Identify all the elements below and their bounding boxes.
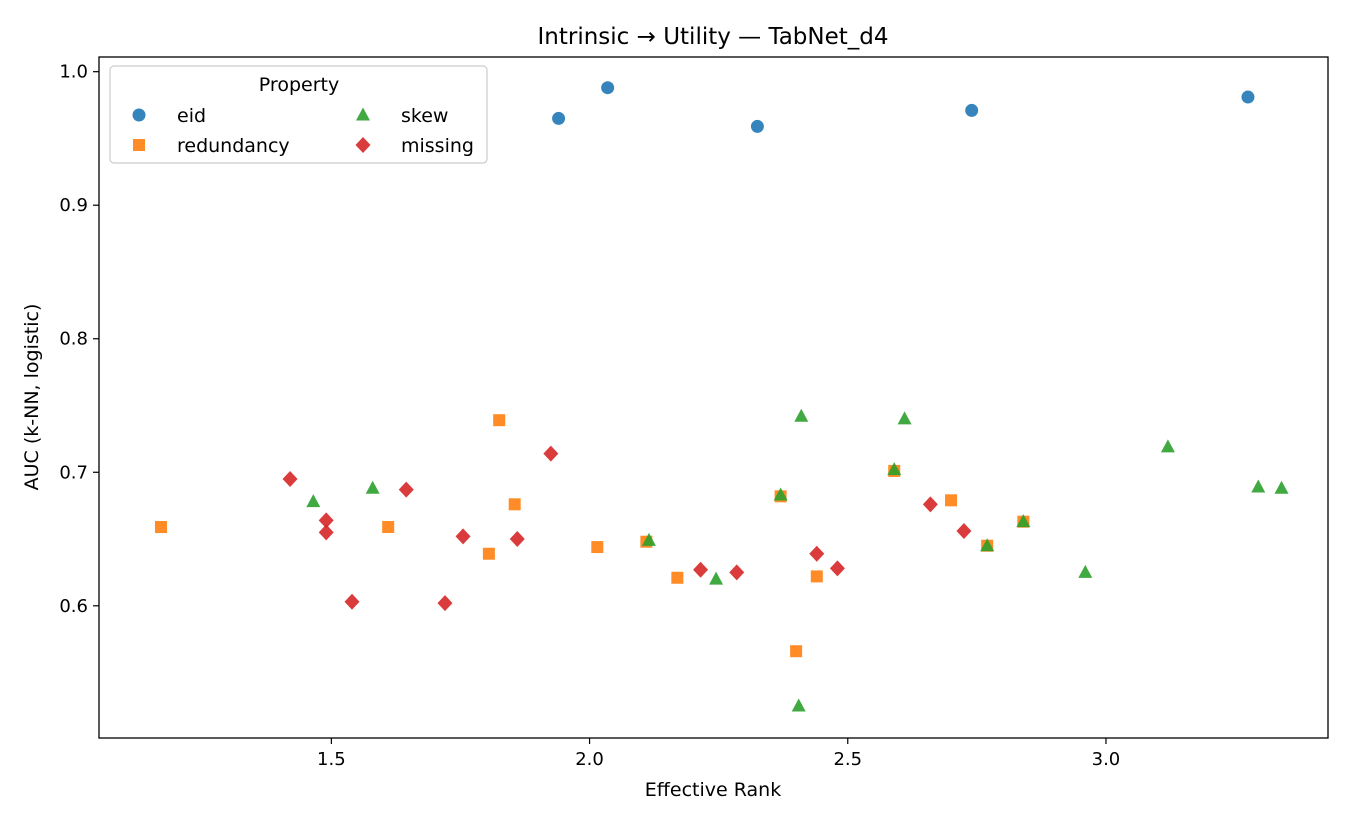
series-skew — [306, 408, 1289, 712]
missing-point — [344, 593, 360, 610]
eid-point — [1241, 90, 1255, 104]
missing-point — [829, 560, 845, 577]
legend-title: Property — [259, 74, 339, 96]
redundancy-point — [154, 521, 167, 534]
redundancy-point — [493, 414, 506, 427]
redundancy-point — [671, 571, 684, 584]
missing-point — [455, 528, 471, 545]
plot-marks — [154, 81, 1289, 712]
skew-point — [1251, 479, 1266, 493]
y-axis: 0.6 0.7 0.8 0.9 1.0 — [59, 62, 99, 617]
legend-item-eid: eid — [132, 105, 206, 127]
series-missing — [282, 445, 972, 612]
plot-frame — [98, 56, 1329, 739]
missing-point — [809, 545, 825, 562]
missing-point — [318, 512, 334, 529]
skew-point — [1274, 480, 1289, 494]
skew-point — [365, 480, 380, 494]
x-tick-label: 1.5 — [317, 749, 346, 770]
skew-point — [641, 532, 656, 546]
eid-point — [601, 81, 615, 95]
eid-point — [965, 103, 979, 117]
legend-label-redundancy: redundancy — [177, 135, 290, 157]
redundancy-point — [810, 570, 823, 583]
y-tick-label: 0.9 — [59, 195, 88, 216]
skew-point — [887, 462, 902, 476]
legend-label-eid: eid — [177, 105, 206, 127]
missing-point — [318, 524, 334, 541]
legend-marker-redundancy — [133, 139, 145, 151]
y-tick-label: 0.7 — [59, 462, 88, 483]
redundancy-point — [508, 498, 521, 511]
legend: Property eid redundancy skew missing — [109, 65, 488, 164]
legend-label-missing: missing — [401, 135, 474, 157]
skew-point — [1016, 514, 1031, 528]
missing-point — [956, 523, 972, 540]
legend-items: eid redundancy skew missing — [132, 105, 474, 157]
missing-point — [543, 445, 559, 462]
eid-point — [552, 111, 566, 125]
x-tick-label: 2.5 — [833, 749, 862, 770]
legend-marker-missing — [355, 137, 371, 153]
redundancy-point — [790, 645, 803, 658]
series-eid — [552, 81, 1255, 133]
eid-point — [750, 119, 764, 133]
missing-point — [509, 531, 525, 548]
legend-label-skew: skew — [401, 105, 448, 127]
skew-point — [709, 571, 724, 585]
redundancy-point — [382, 521, 395, 534]
skew-point — [980, 538, 995, 552]
x-tick-label: 2.0 — [575, 749, 604, 770]
legend-item-redundancy: redundancy — [133, 135, 290, 157]
skew-point — [897, 411, 912, 425]
skew-point — [773, 487, 788, 501]
missing-point — [282, 470, 298, 487]
missing-point — [729, 564, 745, 581]
y-tick-label: 0.6 — [59, 596, 88, 617]
legend-item-missing: missing — [355, 135, 474, 157]
missing-point — [693, 561, 709, 578]
x-axis: 1.5 2.0 2.5 3.0 — [317, 738, 1120, 770]
skew-point — [794, 408, 809, 422]
chart-title: Intrinsic → Utility — TabNet_d4 — [537, 24, 888, 50]
skew-point — [1078, 564, 1093, 578]
skew-point — [1160, 439, 1175, 453]
legend-item-skew: skew — [356, 105, 448, 127]
missing-point — [922, 496, 938, 513]
skew-point — [306, 494, 321, 508]
y-axis-label: AUC (k-NN, logistic) — [21, 304, 43, 491]
x-tick-label: 3.0 — [1092, 749, 1121, 770]
y-tick-label: 0.8 — [59, 329, 88, 350]
skew-point — [791, 698, 806, 712]
y-tick-label: 1.0 — [59, 62, 88, 83]
x-axis-label: Effective Rank — [645, 779, 781, 801]
redundancy-point — [591, 541, 604, 554]
redundancy-point — [945, 494, 958, 507]
legend-marker-skew — [356, 107, 370, 121]
redundancy-point — [482, 547, 495, 560]
legend-box — [109, 65, 488, 164]
legend-marker-eid — [132, 108, 146, 122]
missing-point — [437, 595, 453, 612]
missing-point — [398, 481, 414, 498]
